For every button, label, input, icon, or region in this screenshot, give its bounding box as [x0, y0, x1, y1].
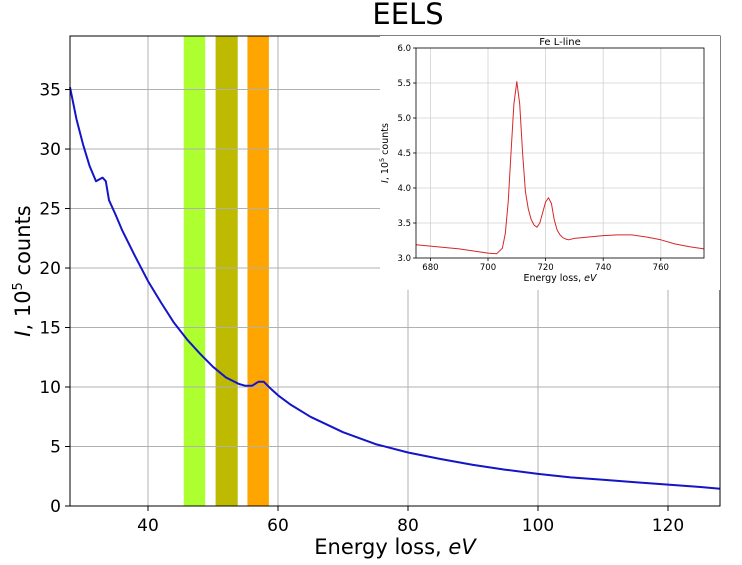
inset-x-tick-label: 700 [480, 263, 496, 273]
inset-x-tick-label: 760 [653, 263, 669, 273]
main-title: EELS [372, 0, 443, 31]
main-x-tick-label: 60 [267, 516, 289, 536]
main-y-tick-label: 30 [39, 140, 61, 160]
inset-panel: 680 700 720 740 760 3.0 3.5 4.0 4.5 5.0 5.5 6.0 Fe… [378, 36, 720, 290]
inset-x-tick-label: 680 [422, 263, 438, 273]
main-x-tick-label: 100 [522, 516, 554, 536]
main-y-tick-label: 10 [39, 378, 61, 398]
inset-y-tick-label: 4.0 [397, 184, 411, 194]
energy-band-2 [216, 36, 238, 506]
inset-y-tick-label: 3.0 [397, 254, 411, 264]
inset-y-tick-label: 5.0 [397, 114, 411, 124]
inset-y-tick-label: 5.5 [397, 79, 411, 89]
inset-x-tick-label: 740 [595, 263, 611, 273]
main-x-tick-label: 120 [652, 516, 684, 536]
inset-y-tick-label: 6.0 [397, 44, 411, 54]
inset-x-axis-label: Energy loss, eV [523, 273, 598, 284]
main-y-tick-label: 35 [39, 81, 61, 101]
main-y-tick-label: 20 [39, 259, 61, 279]
inset-background [380, 36, 720, 290]
main-x-ticks: 40 60 80 100 120 [137, 506, 684, 536]
main-y-ticks: 0 5 10 15 20 25 30 35 [39, 81, 70, 517]
energy-band-1 [184, 36, 205, 506]
inset-y-tick-label: 4.5 [397, 149, 411, 159]
energy-band-3 [247, 36, 268, 506]
inset-y-tick-label: 3.5 [397, 219, 411, 229]
inset-y-axis-label: I, 105 counts [378, 123, 391, 183]
main-y-axis-label: I, 105 counts [11, 205, 35, 336]
main-y-tick-label: 25 [39, 200, 61, 220]
energy-bands [184, 36, 269, 506]
main-x-tick-label: 40 [137, 516, 159, 536]
main-y-tick-label: 15 [39, 319, 61, 339]
main-x-tick-label: 80 [397, 516, 419, 536]
inset-x-tick-label: 720 [537, 263, 553, 273]
inset-title: Fe L-line [539, 37, 581, 48]
main-y-tick-label: 5 [50, 438, 61, 458]
main-y-tick-label: 0 [50, 497, 61, 517]
main-x-axis-label: Energy loss, eV [314, 535, 477, 559]
